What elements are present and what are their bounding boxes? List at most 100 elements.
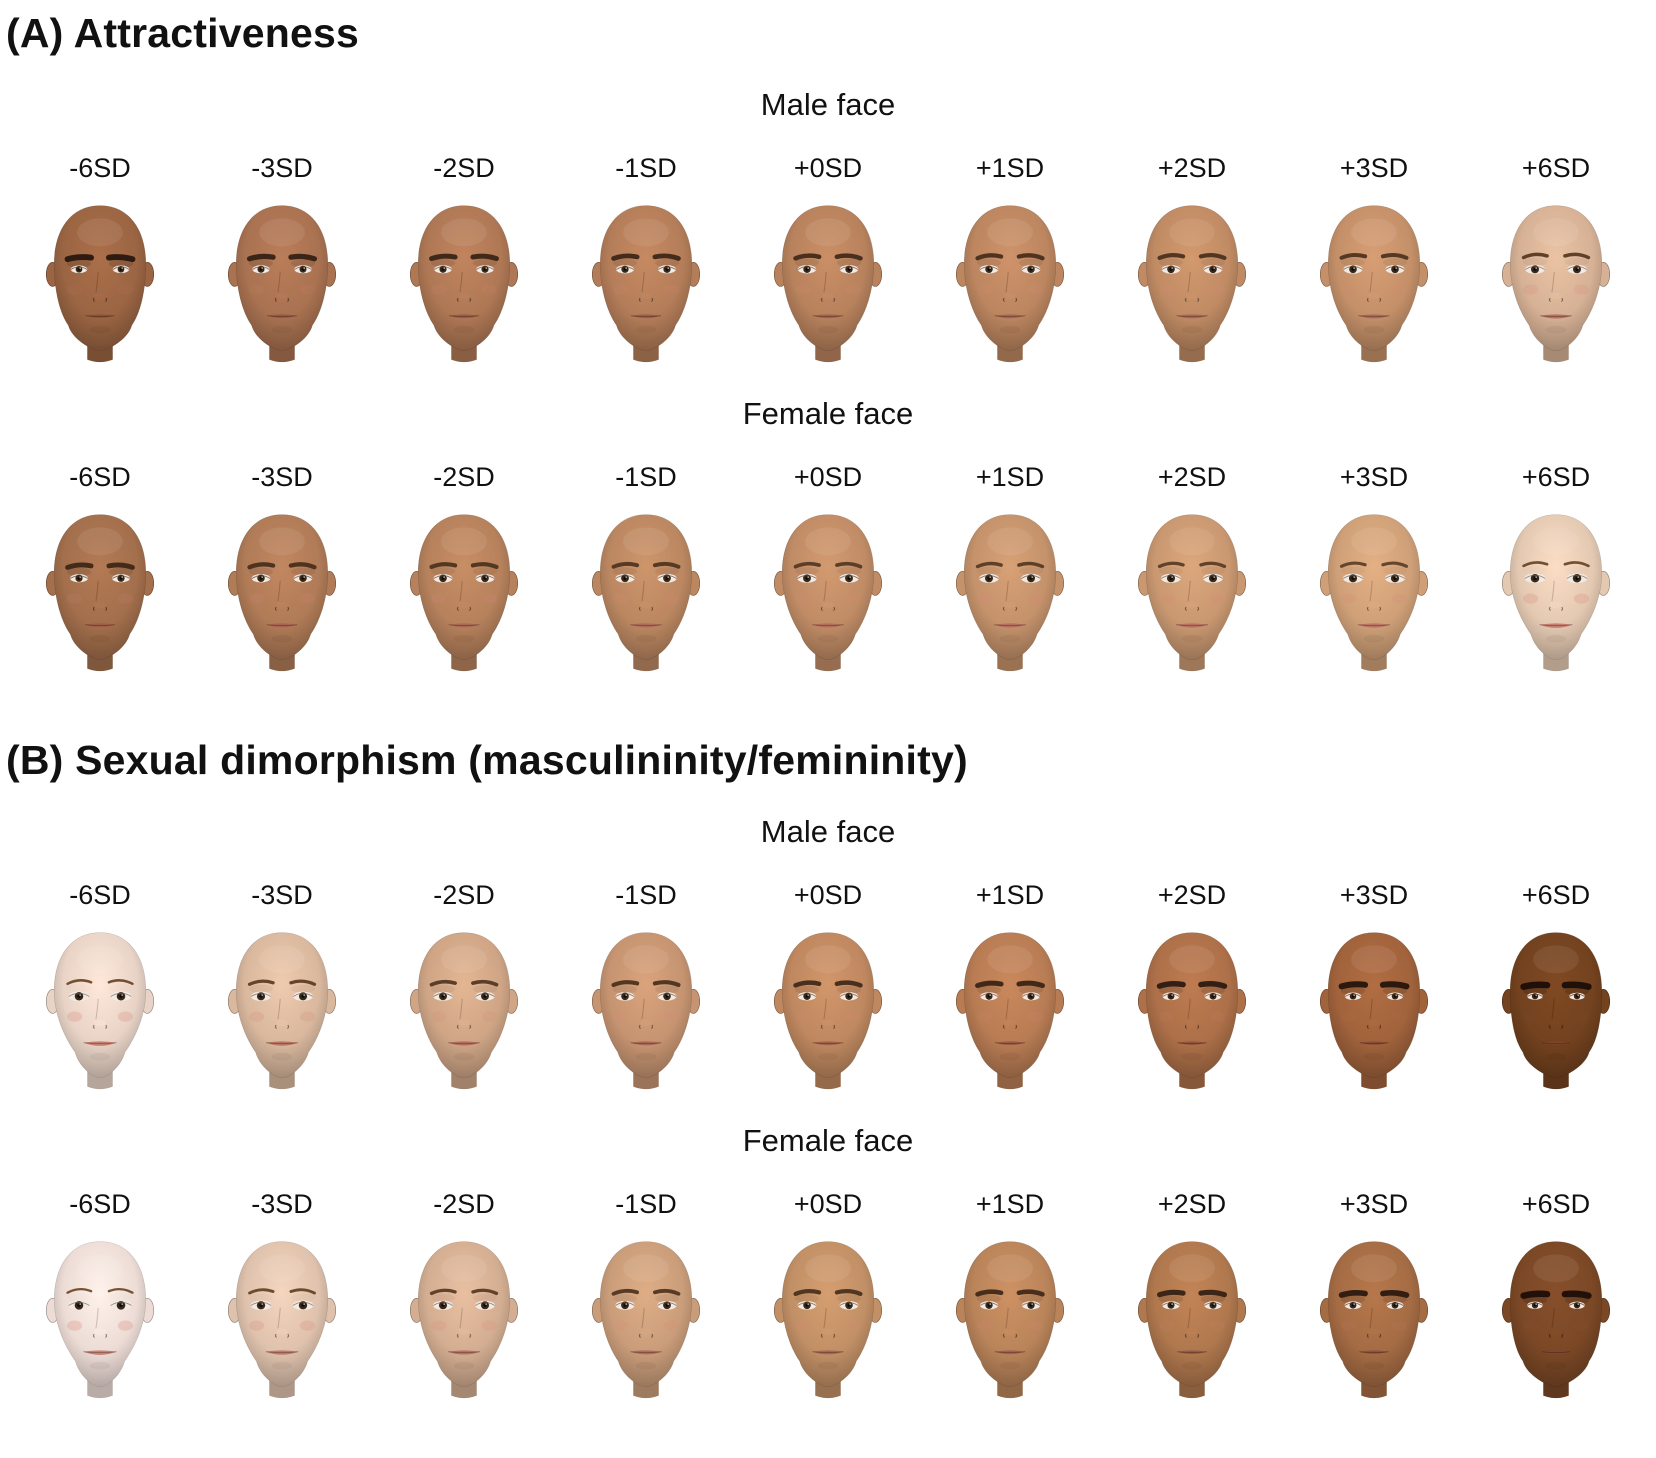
face-image (946, 925, 1074, 1093)
face-image (764, 507, 892, 675)
panel-b: (B) Sexual dimorphism (masculininity/fem… (0, 733, 1656, 1402)
sd-label: +2SD (1157, 1189, 1227, 1219)
sd-label: +3SD (1339, 153, 1409, 183)
face-cell: -1SD (562, 462, 730, 675)
face-row: -6SD -3SD -2SD -1SD +0SD +1SD +2SD +3SD +6SD (0, 462, 1656, 675)
face-image (1310, 198, 1438, 366)
sd-label: +1SD (975, 153, 1045, 183)
sd-label: -3SD (251, 462, 313, 492)
face-cell: -3SD (198, 462, 366, 675)
figure-root: (A) Attractiveness Male face -6SD -3SD -2SD -… (0, 6, 1656, 1402)
sd-label: +3SD (1339, 462, 1409, 492)
face-image (36, 1234, 164, 1402)
face-cell: +6SD (1472, 462, 1640, 675)
face-cell: +1SD (926, 1189, 1094, 1402)
face-image (946, 1234, 1074, 1402)
sd-label: -6SD (69, 1189, 131, 1219)
face-image (1492, 925, 1620, 1093)
face-cell: -1SD (562, 1189, 730, 1402)
sd-label: -2SD (433, 1189, 495, 1219)
face-image (218, 198, 346, 366)
face-cell: -3SD (198, 153, 366, 366)
sd-label: +2SD (1157, 462, 1227, 492)
face-cell: +3SD (1290, 462, 1458, 675)
panel-title: (A) Attractiveness (6, 10, 359, 56)
sd-label: -1SD (615, 153, 677, 183)
sd-label: +6SD (1521, 462, 1591, 492)
face-image (1128, 925, 1256, 1093)
face-image (218, 925, 346, 1093)
sd-label: -6SD (69, 880, 131, 910)
face-image (1492, 1234, 1620, 1402)
face-cell: +3SD (1290, 880, 1458, 1093)
face-cell: -2SD (380, 880, 548, 1093)
panel-title: (B) Sexual dimorphism (masculininity/fem… (6, 737, 968, 783)
face-image (400, 1234, 528, 1402)
face-image (946, 507, 1074, 675)
face-row: -6SD -3SD -2SD -1SD +0SD +1SD +2SD +3SD +6SD (0, 1189, 1656, 1402)
face-cell: -1SD (562, 880, 730, 1093)
face-cell: -6SD (16, 153, 184, 366)
panel-a: (A) Attractiveness Male face -6SD -3SD -2SD -… (0, 6, 1656, 675)
face-cell: -6SD (16, 880, 184, 1093)
face-image (1310, 507, 1438, 675)
face-cell: +2SD (1108, 1189, 1276, 1402)
group-title: Female face (742, 396, 914, 431)
face-image (1310, 1234, 1438, 1402)
face-cell: +1SD (926, 462, 1094, 675)
sd-label: -3SD (251, 153, 313, 183)
group-title: Male face (760, 87, 896, 122)
sd-label: +0SD (793, 880, 863, 910)
face-image (582, 925, 710, 1093)
sd-label: +6SD (1521, 1189, 1591, 1219)
face-image (1492, 507, 1620, 675)
face-cell: -6SD (16, 1189, 184, 1402)
face-cell: -3SD (198, 880, 366, 1093)
face-image (400, 507, 528, 675)
face-image (218, 1234, 346, 1402)
face-cell: +6SD (1472, 153, 1640, 366)
face-cell: +3SD (1290, 1189, 1458, 1402)
sd-label: -3SD (251, 880, 313, 910)
face-cell: -2SD (380, 1189, 548, 1402)
face-row: -6SD -3SD -2SD -1SD +0SD +1SD +2SD +3SD +6SD (0, 880, 1656, 1093)
face-image (400, 198, 528, 366)
sd-label: +2SD (1157, 153, 1227, 183)
face-cell: +0SD (744, 153, 912, 366)
sd-label: -2SD (433, 880, 495, 910)
sd-label: -2SD (433, 153, 495, 183)
group-title: Female face (742, 1123, 914, 1158)
face-image (764, 925, 892, 1093)
sd-label: +2SD (1157, 880, 1227, 910)
face-image (582, 1234, 710, 1402)
sd-label: -6SD (69, 153, 131, 183)
face-image (1310, 925, 1438, 1093)
face-image (582, 507, 710, 675)
face-image (764, 1234, 892, 1402)
sd-label: -1SD (615, 1189, 677, 1219)
face-image (946, 198, 1074, 366)
face-cell: +1SD (926, 880, 1094, 1093)
face-cell: -2SD (380, 153, 548, 366)
face-image (1492, 198, 1620, 366)
sd-label: -2SD (433, 462, 495, 492)
face-cell: -3SD (198, 1189, 366, 1402)
face-image (1128, 507, 1256, 675)
face-cell: -6SD (16, 462, 184, 675)
face-image (36, 925, 164, 1093)
sd-label: +1SD (975, 880, 1045, 910)
face-image (1128, 198, 1256, 366)
sd-label: +3SD (1339, 1189, 1409, 1219)
face-image (764, 198, 892, 366)
face-cell: +2SD (1108, 462, 1276, 675)
sd-label: +6SD (1521, 153, 1591, 183)
sd-label: +1SD (975, 462, 1045, 492)
sd-label: +6SD (1521, 880, 1591, 910)
face-cell: +0SD (744, 1189, 912, 1402)
face-image (582, 198, 710, 366)
face-cell: +1SD (926, 153, 1094, 366)
sd-label: -1SD (615, 880, 677, 910)
sd-label: -6SD (69, 462, 131, 492)
face-image (36, 198, 164, 366)
sd-label: +0SD (793, 1189, 863, 1219)
